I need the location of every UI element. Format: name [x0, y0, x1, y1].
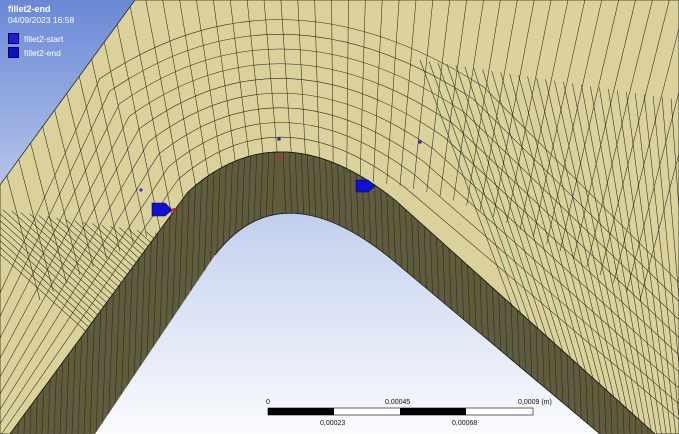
fillet-outer-edge	[9, 151, 656, 434]
mesh-ring	[0, 34, 679, 434]
node-marker	[418, 140, 422, 144]
mesh-edge	[643, 94, 679, 434]
mesh-edge	[297, 0, 307, 182]
scale-label: 0,0009 (m)	[518, 399, 552, 406]
mesh-edge	[373, 0, 383, 182]
mesh-edge	[639, 0, 679, 301]
mesh-edge	[346, 0, 349, 181]
mesh-side-wall	[10, 151, 655, 434]
mesh-edge	[634, 93, 677, 434]
mesh-edge	[613, 0, 679, 284]
scale-label: 0	[266, 399, 270, 406]
mesh-edge	[128, 0, 174, 223]
mesh-edge	[581, 84, 648, 434]
mesh-edge	[0, 0, 41, 301]
timestamp: 04/09/2023 16:58	[8, 15, 75, 25]
mesh-edge	[426, 0, 451, 193]
mesh-edge	[573, 0, 636, 260]
fillet2-start-marker[interactable]	[151, 202, 176, 217]
mesh-ring	[1, 136, 679, 434]
mesh-edge	[314, 0, 321, 181]
mesh-edge	[536, 77, 624, 434]
mesh-edge	[453, 0, 484, 201]
scale-label: 0,00023	[320, 420, 345, 427]
viewport-annotation: fillet2-end 04/09/2023 16:58 fillet2-sta…	[8, 4, 74, 60]
mesh-edge	[506, 0, 552, 223]
mesh-edge	[439, 0, 467, 197]
mesh-edge	[554, 80, 633, 434]
mesh-edge	[386, 0, 400, 184]
scale-label: 0,00068	[452, 420, 477, 427]
mesh-ring	[0, 63, 679, 434]
mesh-edge	[652, 95, 679, 434]
mesh-edge	[546, 0, 603, 244]
mesh-edge	[599, 87, 657, 434]
legend-item-fillet2-end[interactable]: fillet2-end	[8, 46, 74, 59]
legend: fillet2-start fillet2-end	[8, 32, 74, 59]
mesh-edge	[466, 0, 501, 206]
mesh-edge	[563, 82, 638, 434]
node-marker	[277, 155, 281, 159]
mesh-edge	[179, 0, 214, 206]
mesh-edge	[111, 0, 161, 230]
object-title: fillet2-end	[8, 4, 51, 14]
mesh-edge	[162, 0, 201, 211]
legend-item-fillet2-start[interactable]: fillet2-start	[8, 32, 74, 45]
mesh-ring	[0, 19, 679, 434]
mesh-edge	[626, 0, 679, 292]
mesh-edge	[586, 0, 653, 267]
mesh-edge	[545, 79, 628, 434]
legend-swatch	[8, 47, 19, 58]
mesh-edge	[533, 0, 586, 237]
mesh-edge	[413, 0, 434, 189]
mesh-edge	[608, 88, 662, 434]
mesh-edge	[479, 0, 518, 211]
mesh-edge	[399, 0, 417, 186]
mesh-edge	[359, 0, 366, 181]
mesh-edge	[519, 0, 569, 230]
legend-label: fillet2-end	[24, 47, 61, 58]
mesh-edge	[145, 0, 187, 217]
fillet-inner-edge	[214, 212, 601, 434]
legend-label: fillet2-start	[24, 33, 64, 44]
mesh-edge	[493, 0, 535, 217]
mesh-edge	[518, 75, 614, 434]
mesh-edge	[559, 0, 619, 252]
mesh-edge	[572, 83, 643, 434]
mesh-ring	[0, 48, 679, 434]
mesh-edge	[616, 90, 667, 434]
scale-label: 0,00045	[385, 399, 410, 406]
mesh-edge	[670, 98, 679, 434]
fillet2-end-marker[interactable]	[355, 179, 376, 193]
mesh-edge	[196, 0, 227, 201]
mesh-edge	[590, 86, 652, 434]
mesh-edge	[599, 0, 670, 276]
scale-bar: 0 0,00045 0,0009 (m) 0,00023 0,00068	[266, 399, 552, 427]
mesh-edge	[509, 73, 609, 434]
mesh-edge	[661, 97, 679, 434]
mesh-ring	[0, 107, 679, 434]
node-marker	[277, 137, 281, 141]
mesh-edge	[527, 76, 619, 434]
legend-swatch	[8, 33, 19, 44]
node-marker	[139, 188, 143, 192]
mesh-edge	[331, 0, 334, 181]
mesh-edge	[625, 91, 672, 434]
